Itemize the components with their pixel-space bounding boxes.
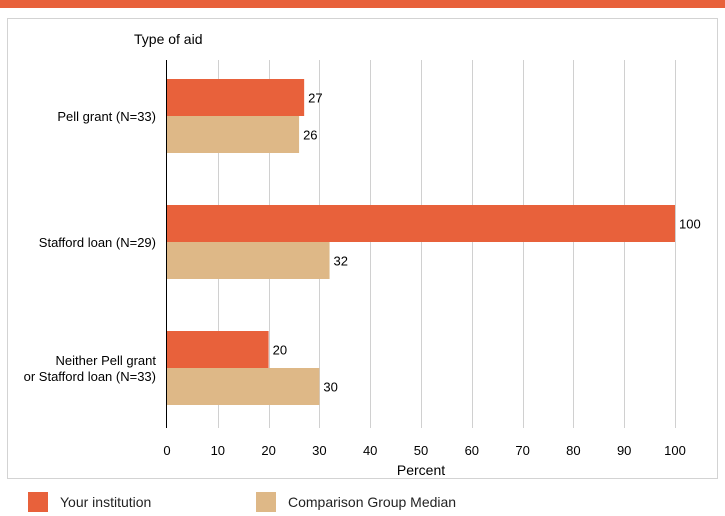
legend-item-your-institution: Your institution: [28, 492, 151, 512]
x-tick-label-90: 90: [617, 443, 631, 458]
x-axis-title: Percent: [397, 462, 445, 478]
data-label-2-0: 20: [273, 343, 287, 358]
data-label-1-1: 32: [334, 254, 348, 269]
legend-label-your-institution: Your institution: [60, 494, 152, 510]
top-accent-rule: [0, 0, 725, 8]
data-label-0-1: 26: [303, 128, 317, 143]
bar-0-1: [167, 116, 300, 153]
bar-2-0: [167, 331, 269, 368]
legend-label-comparison-group-median: Comparison Group Median: [288, 494, 457, 510]
x-tick-labels: 0 10 20 30 40 50 60 70 80 90 100: [163, 443, 685, 458]
category-labels: Pell grant (N=33) Stafford loan (N=29) Nei…: [24, 109, 157, 384]
data-label-0-0: 27: [308, 91, 322, 106]
category-label-2-1: or Stafford loan (N=33): [24, 369, 156, 384]
category-label-1-0: Stafford loan (N=29): [39, 235, 156, 250]
x-tick-label-70: 70: [515, 443, 529, 458]
x-tick-label-80: 80: [566, 443, 580, 458]
x-tick-label-40: 40: [363, 443, 377, 458]
y-axis-title: Type of aid: [134, 31, 203, 47]
category-label-0-0: Pell grant (N=33): [57, 109, 156, 124]
category-label-2-0: Neither Pell grant: [56, 353, 157, 368]
data-label-2-1: 30: [323, 380, 337, 395]
legend-swatch-your-institution: [28, 492, 48, 512]
bar-0-0: [167, 79, 305, 116]
x-tick-label-60: 60: [465, 443, 479, 458]
x-tick-label-10: 10: [211, 443, 225, 458]
legend-item-comparison-group-median: Comparison Group Median: [256, 492, 456, 512]
x-tick-label-100: 100: [664, 443, 686, 458]
bar-1-1: [167, 242, 330, 279]
bar-1-0: [167, 205, 675, 242]
legend-swatch-comparison-group-median: [256, 492, 276, 512]
bars: [167, 79, 675, 405]
data-labels: 27 26 100 32 20 30: [273, 91, 701, 395]
x-tick-label-0: 0: [163, 443, 170, 458]
data-label-1-0: 100: [679, 217, 701, 232]
chart-frame: [7, 18, 718, 479]
x-tick-label-30: 30: [312, 443, 326, 458]
bar-2-1: [167, 368, 320, 405]
x-tick-label-20: 20: [261, 443, 275, 458]
x-tick-label-50: 50: [414, 443, 428, 458]
